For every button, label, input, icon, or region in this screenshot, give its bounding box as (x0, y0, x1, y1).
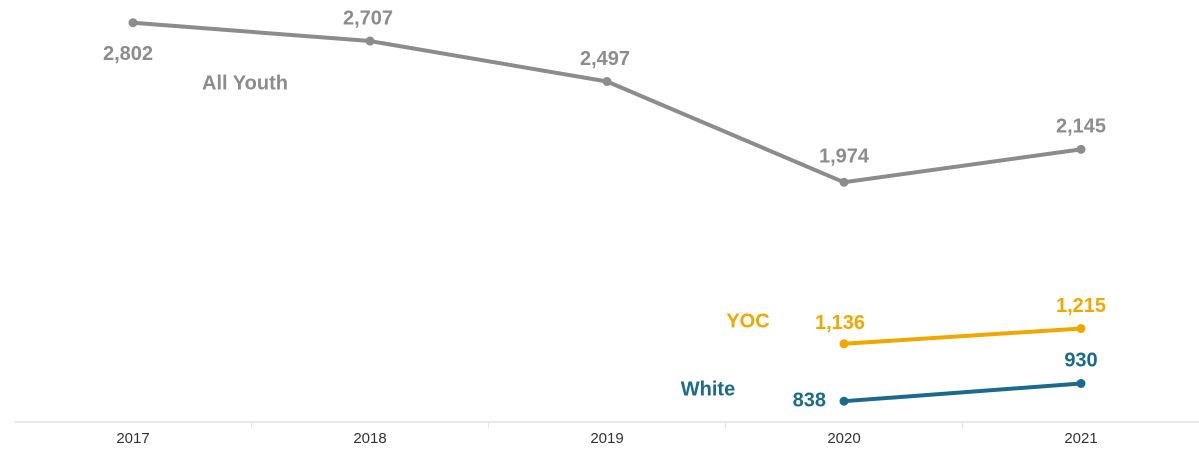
x-tick-label: 2018 (353, 430, 386, 447)
point (1076, 324, 1086, 334)
point (365, 36, 375, 46)
point (1076, 378, 1086, 388)
series-label: White (681, 378, 735, 400)
series-label: All Youth (202, 72, 288, 94)
x-tick-label: 2017 (116, 430, 149, 447)
x-tick-label: 2021 (1064, 430, 1097, 447)
value-label: 2,145 (1056, 116, 1106, 138)
point (1076, 144, 1086, 154)
point (839, 396, 849, 406)
value-label: 838 (793, 389, 826, 411)
point (602, 77, 612, 87)
value-label: 1,136 (815, 312, 865, 334)
x-tick-label: 2019 (590, 430, 623, 447)
point (839, 339, 849, 349)
value-label: 930 (1064, 350, 1097, 372)
point (128, 18, 138, 28)
x-tick-label: 2020 (827, 430, 860, 447)
value-label: 1,215 (1056, 295, 1106, 317)
series-line (843, 381, 1082, 404)
point (839, 177, 849, 187)
value-label: 2,497 (580, 48, 630, 70)
value-label: 1,974 (819, 146, 870, 168)
series-line (132, 20, 1082, 185)
value-label: 2,707 (343, 7, 393, 29)
series-label: YOC (726, 310, 769, 332)
series-line (843, 326, 1082, 346)
value-label: 2,802 (103, 43, 153, 65)
